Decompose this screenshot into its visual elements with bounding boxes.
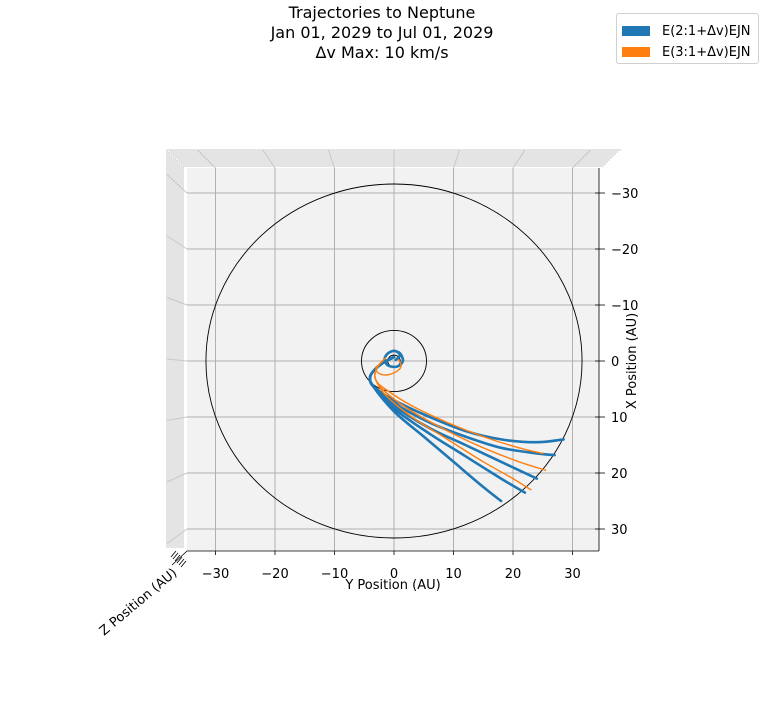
series-layer [368, 349, 565, 503]
chart-title: Trajectories to Neptune Jan 01, 2029 to … [232, 3, 532, 63]
y-tick-label-0: −30 [202, 567, 229, 582]
legend: E(2:1+Δv)EJN E(3:1+Δv)EJN [616, 13, 759, 64]
plot-pane [187, 168, 599, 551]
grid-line-h-back-3 [166, 358, 188, 362]
y-tick-label-5: 20 [505, 567, 522, 582]
x-tick-label-0: −30 [611, 187, 638, 202]
legend-swatch-series-1 [622, 26, 650, 36]
grid-line-v-back-2 [328, 149, 335, 169]
orbit-1 [361, 329, 427, 393]
x-tick-label-3: 0 [611, 355, 619, 370]
x-tick-label-1: −20 [611, 243, 638, 258]
legend-label-series-1: E(2:1+Δv)EJN [662, 23, 751, 39]
orbit-2 [205, 183, 583, 539]
grid [166, 149, 599, 551]
y-tick-label-3: 0 [390, 567, 398, 582]
legend-item-series-2: E(3:1+Δv)EJN [622, 44, 751, 60]
x-tick-label-2: −10 [611, 299, 638, 314]
z-tick-cluster [170, 550, 187, 568]
grid-line-v-back-1 [262, 149, 276, 169]
x-tick-label-6: 30 [611, 523, 628, 538]
y-tick-label-2: −10 [321, 567, 348, 582]
legend-swatch-series-2 [622, 47, 650, 57]
z-axis: Z Position (AU) [97, 550, 188, 639]
grid-line-h-back-5 [166, 472, 188, 483]
trajectory-series-1-6 [383, 349, 405, 369]
y-axis-label: X Position (AU) [625, 313, 640, 409]
grid-line-h-back-1 [166, 235, 188, 250]
title-line-3: Δv Max: 10 km/s [315, 43, 449, 62]
grid-line-h-back-2 [166, 297, 188, 306]
x-tick-label-4: 10 [611, 411, 628, 426]
x-axis-label: Y Position (AU) [344, 578, 440, 593]
y-tick-label-6: 30 [564, 567, 581, 582]
grid-line-v-back-5 [512, 149, 526, 169]
z-axis-line [171, 550, 188, 566]
legend-item-series-1: E(2:1+Δv)EJN [622, 23, 751, 39]
grid-line-h-back-4 [166, 416, 188, 421]
ticks: −30 −30 −20 −20 −10 −10 0 0 10 10 20 20 30 30 [202, 187, 639, 582]
grid-line-v-back-0 [197, 149, 216, 169]
grid-line-v-back-6 [572, 149, 591, 169]
y-tick-label-1: −20 [261, 567, 288, 582]
title-line-2: Jan 01, 2029 to Jul 01, 2029 [270, 23, 494, 42]
x-tick-label-5: 20 [611, 467, 628, 482]
grid-line-h-back-6 [166, 528, 188, 544]
grid-line-h-back-0 [166, 174, 188, 194]
grid-line-v-back-4 [453, 149, 460, 169]
y-tick-label-4: 10 [445, 567, 462, 582]
trajectory-series-2-4 [375, 359, 402, 376]
z-axis-label: Z Position (AU) [97, 566, 180, 639]
title-line-1: Trajectories to Neptune [288, 3, 476, 22]
legend-label-series-2: E(3:1+Δv)EJN [662, 44, 751, 60]
